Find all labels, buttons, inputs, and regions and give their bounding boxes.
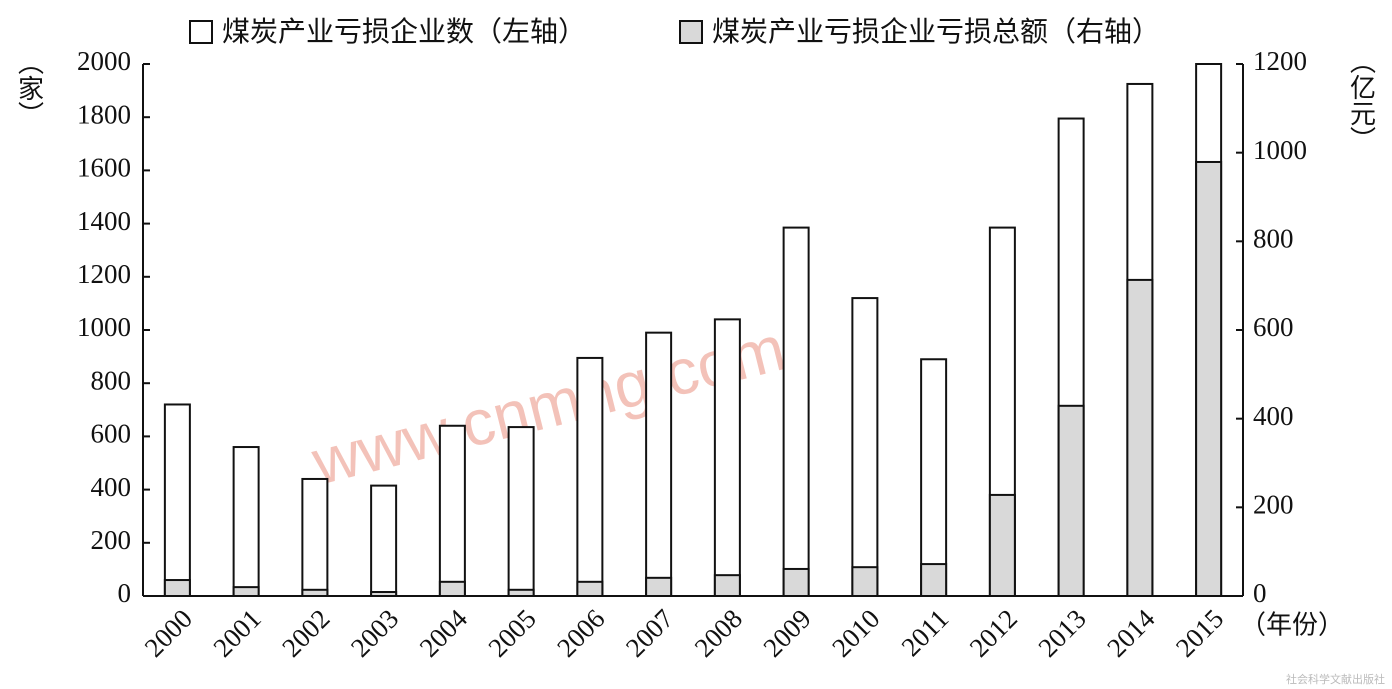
x-tick-label: 2003 bbox=[345, 603, 404, 662]
y-tick-label: 800 bbox=[91, 365, 132, 395]
legend-label: 煤炭产业亏损企业数（左轴） bbox=[222, 15, 586, 48]
y-tick-label: 1800 bbox=[77, 99, 131, 129]
bar bbox=[851, 566, 879, 598]
bar bbox=[163, 403, 191, 598]
bar bbox=[370, 484, 398, 597]
y2-tick-label: 200 bbox=[1253, 490, 1294, 520]
y-tick-label: 1600 bbox=[77, 153, 131, 183]
bar bbox=[713, 574, 741, 597]
y2-tick-label: 1200 bbox=[1253, 46, 1307, 76]
y2-tick-label: 400 bbox=[1253, 401, 1294, 431]
bar bbox=[988, 493, 1016, 598]
y-tick-label: 1400 bbox=[77, 206, 131, 236]
x-tick-label: 2011 bbox=[896, 603, 955, 662]
bar bbox=[438, 424, 466, 598]
x-tick-label: 2014 bbox=[1101, 603, 1161, 663]
x-tick-label: 2008 bbox=[689, 603, 748, 662]
bar bbox=[1057, 404, 1085, 597]
bar bbox=[920, 358, 948, 598]
y-tick-label: 400 bbox=[91, 472, 132, 502]
x-axis-label: （年份） bbox=[1240, 611, 1344, 641]
bar bbox=[782, 567, 810, 597]
bar bbox=[163, 579, 191, 597]
bar bbox=[507, 426, 535, 597]
bar bbox=[1195, 160, 1223, 598]
bar bbox=[438, 580, 466, 598]
legend-swatch bbox=[679, 20, 703, 44]
x-tick-label: 2009 bbox=[757, 603, 816, 662]
y2-tick-label: 800 bbox=[1253, 224, 1294, 254]
legend-label: 煤炭产业亏损企业亏损总额（右轴） bbox=[712, 15, 1160, 48]
x-tick-label: 2004 bbox=[414, 603, 474, 663]
bar bbox=[851, 297, 879, 597]
bar bbox=[713, 318, 741, 597]
source: 社会科学文献出版社 bbox=[1286, 672, 1385, 686]
x-tick-label: 2000 bbox=[139, 603, 198, 662]
y2-tick-label: 0 bbox=[1253, 578, 1267, 608]
y-tick-label: 2000 bbox=[77, 46, 131, 76]
bar bbox=[576, 580, 604, 598]
bar bbox=[232, 586, 260, 598]
y2-tick-label: 1000 bbox=[1253, 135, 1307, 165]
y-tick-label: 200 bbox=[91, 525, 132, 555]
y-tick-label: 1200 bbox=[77, 259, 131, 289]
y2-axis-label: （亿元） bbox=[1346, 48, 1376, 152]
x-tick-label: 2005 bbox=[482, 603, 541, 662]
y-axis-label: （家） bbox=[14, 49, 44, 127]
bar bbox=[301, 477, 329, 597]
y-tick-label: 0 bbox=[118, 578, 132, 608]
x-tick-label: 2010 bbox=[826, 603, 885, 662]
x-tick-label: 2012 bbox=[964, 603, 1023, 662]
x-tick-label: 2001 bbox=[207, 603, 266, 662]
x-tick-label: 2006 bbox=[551, 603, 610, 662]
bar bbox=[645, 331, 673, 597]
bar bbox=[1126, 278, 1154, 597]
y2-tick-label: 600 bbox=[1253, 312, 1294, 342]
x-tick-label: 2007 bbox=[620, 603, 679, 662]
bar bbox=[645, 576, 673, 597]
y-tick-label: 1000 bbox=[77, 312, 131, 342]
x-tick-label: 2015 bbox=[1170, 603, 1229, 662]
x-tick-label: 2013 bbox=[1032, 603, 1091, 662]
bar bbox=[782, 226, 810, 597]
bar bbox=[920, 563, 948, 598]
bar bbox=[232, 446, 260, 598]
bar bbox=[576, 356, 604, 597]
y-tick-label: 600 bbox=[91, 419, 132, 449]
x-tick-label: 2002 bbox=[276, 603, 335, 662]
legend-swatch bbox=[189, 20, 213, 44]
